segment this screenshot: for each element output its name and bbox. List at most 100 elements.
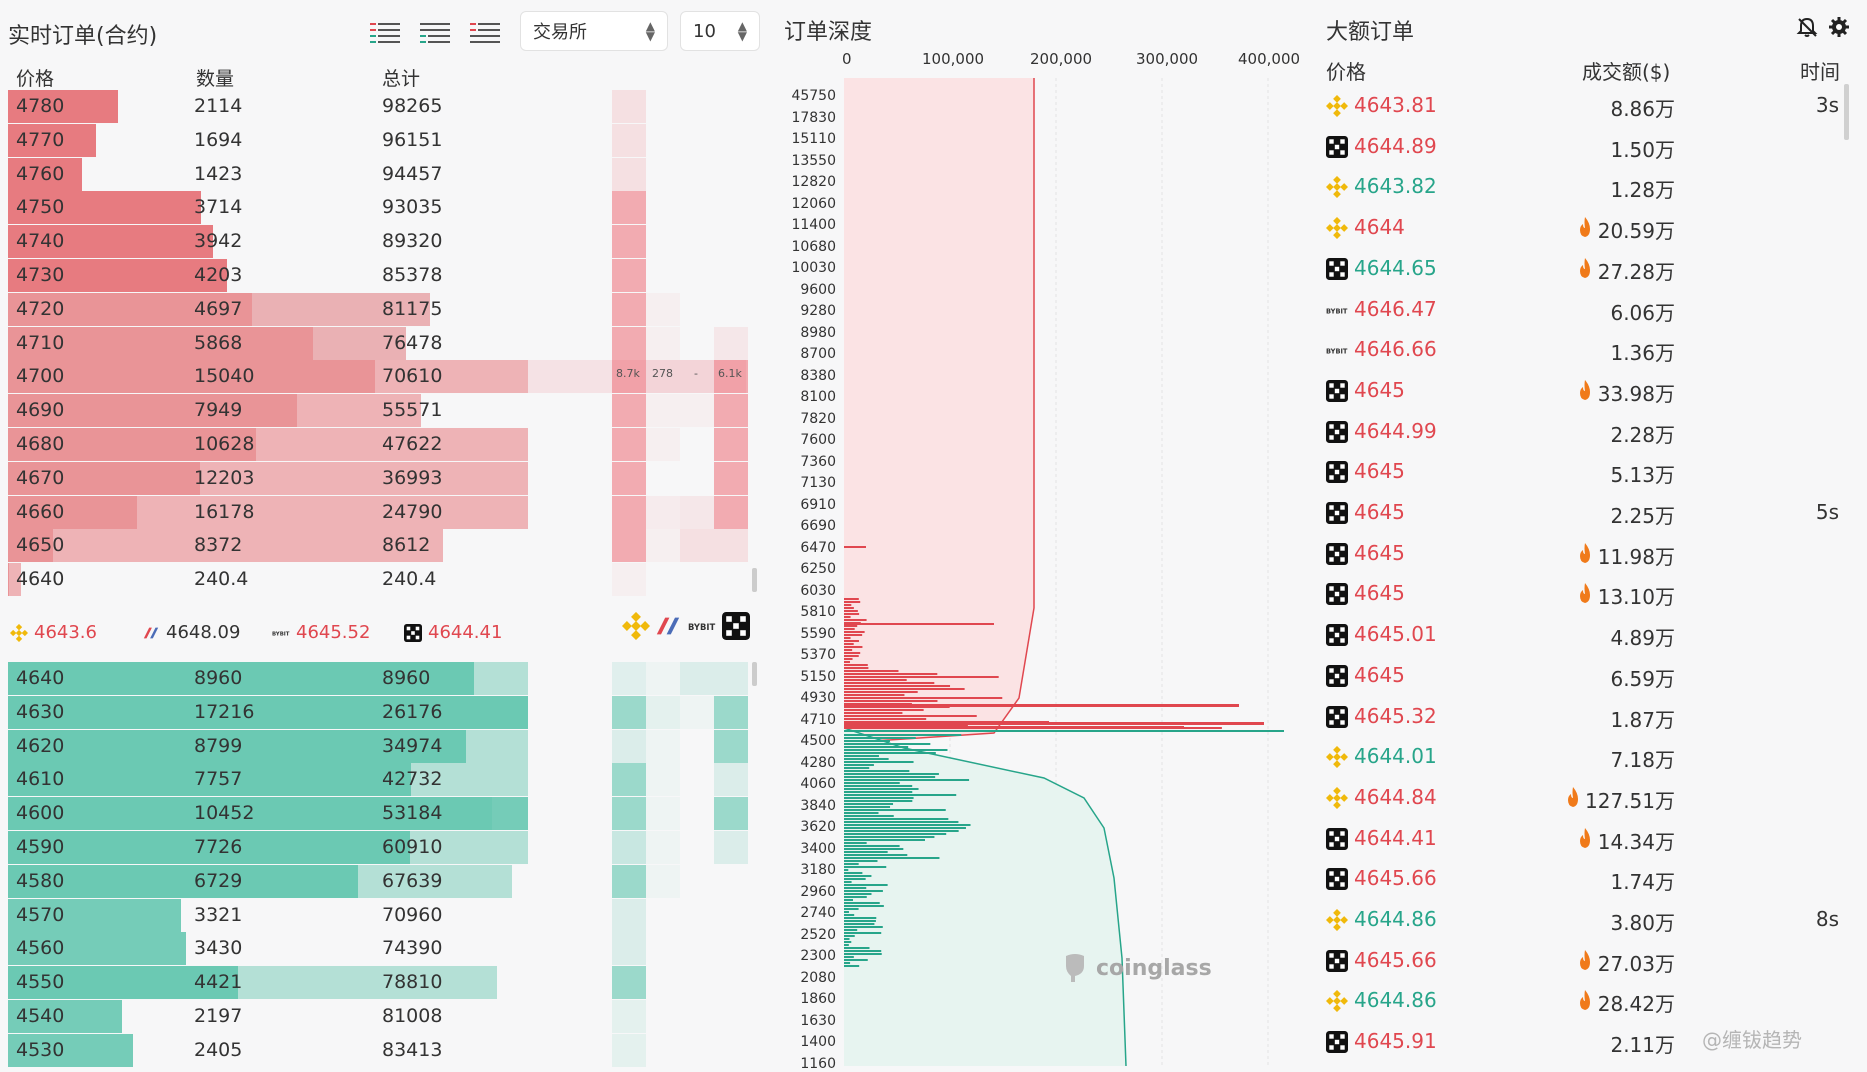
big-order-row[interactable]: 4644 20.59万 [1318,208,1867,248]
ask-row[interactable]: 4700 15040 70610 [8,360,528,394]
bid-qty-bar [8,1033,134,1067]
ask-row[interactable]: 4650 8372 8612 [8,529,528,563]
bybit-icon: BYBIT [272,631,290,637]
bid-row[interactable]: 4610 7757 42732 [8,763,528,797]
bid-qty: 2405 [194,1038,243,1061]
bid-row[interactable]: 4560 3430 74390 [8,932,528,966]
ask-total: 98265 [382,95,443,117]
big-order-row[interactable]: 4645 5.13万 [1318,452,1867,492]
bid-price: 4550 [16,971,65,994]
depth-y-label: 7600 [800,432,836,448]
big-order-row[interactable]: BYBIT 4646.66 1.36万 [1318,330,1867,370]
big-order-row[interactable]: 4644.01 7.18万 [1318,737,1867,777]
big-order-row[interactable]: 4643.81 8.86万 3s [1318,86,1867,126]
bid-depth-bar [844,860,878,862]
updown-chevron-icon: ▲ ▼ [737,19,747,43]
big-orders-scrollbar[interactable] [1844,84,1849,140]
bid-depth-bar [844,884,888,886]
fire-icon [1580,542,1590,563]
big-order-row[interactable]: 4644.89 1.50万 [1318,127,1867,167]
ask-row[interactable]: 4720 4697 81175 [8,292,528,326]
big-order-row[interactable]: 4645 13.10万 [1318,574,1867,614]
bid-depth-bar [844,965,860,967]
big-order-amount: 1.74万 [1610,870,1675,895]
okx-icon [1326,542,1348,565]
ask-row[interactable]: 4760 1423 94457 [8,157,528,191]
ask-row[interactable]: 4680 10628 47622 [8,428,528,461]
big-order-row[interactable]: BYBIT 4646.47 6.06万 [1318,290,1867,330]
depth-y-label: 10030 [791,260,836,276]
big-order-amount: 8.86万 [1610,97,1675,121]
big-order-amount: 33.98万 [1597,381,1675,406]
big-order-row[interactable]: 4645 2.25万 5s [1318,493,1867,533]
ask-row[interactable]: 4780 2114 98265 [8,90,528,123]
bid-row[interactable]: 4580 6729 67639 [8,864,528,898]
bid-qty: 2197 [194,1005,243,1027]
bid-row[interactable]: 4570 3321 70960 [8,898,528,932]
binance-icon [1325,94,1349,118]
big-order-row[interactable]: 4644.86 3.80万 8s [1318,900,1867,940]
ask-row[interactable]: 4730 4203 85378 [8,259,528,292]
ask-heat-cell [612,495,646,529]
book-bids-view-icon[interactable] [418,20,452,46]
settings-gear-icon[interactable] [1828,16,1850,38]
big-order-row[interactable]: 4644.65 27.28万 [1318,249,1867,289]
depth-level-value: 10 [693,20,716,42]
bid-depth-bar [844,839,925,841]
big-order-row[interactable]: 4645.91 2.11万 [1318,1022,1867,1062]
big-order-row[interactable]: 4645 33.98万 [1318,371,1867,411]
ask-row[interactable]: 4750 3714 93035 [8,191,528,225]
okx-icon [1326,461,1348,484]
bid-row[interactable]: 4630 17216 26176 [8,695,528,729]
exchange-select[interactable]: 交易所 ▲ ▼ [520,11,668,51]
big-order-amount: 13.10万 [1597,585,1675,610]
depth-y-label: 8700 [800,346,836,362]
big-order-row[interactable]: 4645 11.98万 [1318,534,1867,574]
depth-y-label: 3840 [800,797,836,814]
ask-row[interactable]: 4710 5868 76478 [8,326,528,360]
book-both-view-icon[interactable] [368,20,402,46]
ask-row[interactable]: 4770 1694 96151 [8,123,528,157]
ask-row[interactable]: 4670 12203 36993 [8,461,528,495]
bid-row[interactable]: 4590 7726 60910 [8,831,528,864]
ask-heat-cell [646,292,680,326]
ask-heat-cell [612,428,646,461]
depth-level-select[interactable]: 10 ▲ ▼ [680,11,760,51]
bid-row[interactable]: 4530 2405 83413 [8,1033,528,1067]
book-asks-view-icon[interactable] [468,20,502,46]
big-order-price: 4643.82 [1354,174,1437,199]
bid-depth-bar [844,806,891,808]
depth-y-label: 8380 [800,367,836,384]
bids-scrollbar[interactable] [752,662,757,686]
bid-heat-cell [714,763,748,797]
bid-row[interactable]: 4620 8799 34974 [8,729,528,763]
depth-y-label: 1860 [800,991,836,1007]
bid-depth-bar [844,827,966,829]
bid-qty: 10452 [194,802,255,825]
big-order-row[interactable]: 4645.32 1.87万 [1318,697,1867,737]
big-order-row[interactable]: 4645.66 27.03万 [1318,941,1867,981]
big-order-price: 4645.91 [1354,1029,1437,1054]
big-order-row[interactable]: 4644.84 127.51万 [1318,778,1867,818]
big-order-row[interactable]: 4644.99 2.28万 [1318,412,1867,452]
bid-row[interactable]: 4540 2197 81008 [8,1000,528,1033]
asks-scrollbar[interactable] [752,568,757,592]
bid-heat-cell [612,729,646,763]
bid-row[interactable]: 4600 10452 53184 [8,797,528,831]
big-order-row[interactable]: 4645.01 4.89万 [1318,615,1867,655]
ask-qty: 8372 [194,534,243,557]
big-order-row[interactable]: 4644.86 28.42万 [1318,981,1867,1021]
big-order-row[interactable]: 4645.66 1.74万 [1318,859,1867,899]
big-order-row[interactable]: 4643.82 1.28万 [1318,167,1867,207]
big-order-row[interactable]: 4644.41 14.34万 [1318,819,1867,859]
ask-row[interactable]: 4660 16178 24790 [8,495,528,529]
ask-row[interactable]: 4740 3942 89320 [8,225,528,259]
bid-row[interactable]: 4640 8960 8960 [8,662,528,695]
ask-row[interactable]: 4640 240.4 240.4 [8,563,528,597]
ask-depth-bar [844,697,1003,699]
bid-row[interactable]: 4550 4421 78810 [8,966,528,1000]
bell-off-icon[interactable] [1796,16,1818,38]
big-order-row[interactable]: 4645 6.59万 [1318,656,1867,696]
ask-row[interactable]: 4690 7949 55571 [8,394,528,428]
ask-depth-bar [844,631,865,633]
